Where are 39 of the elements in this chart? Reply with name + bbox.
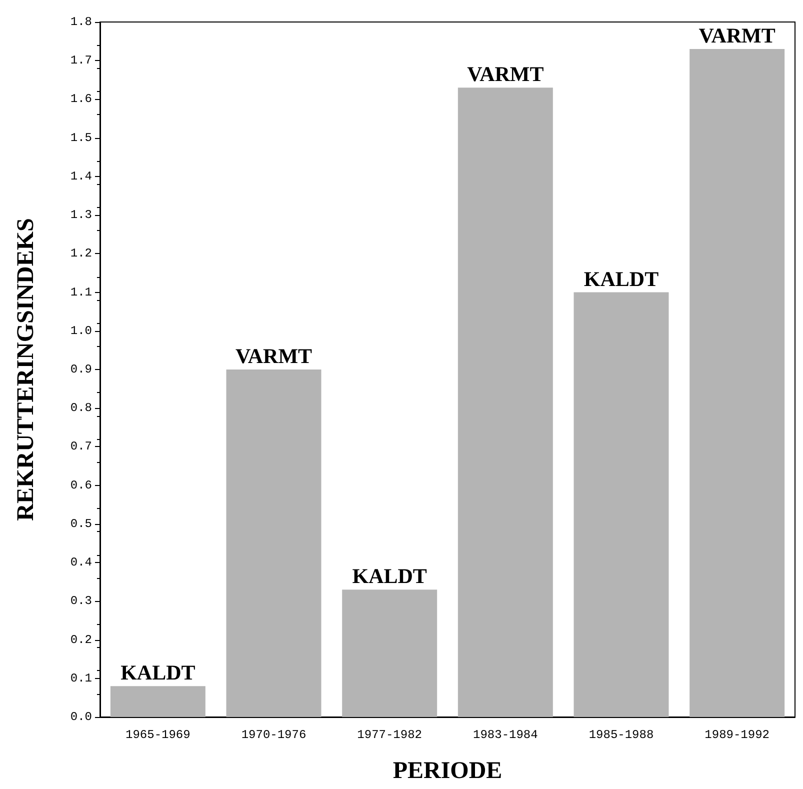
y-tick-label: 1.1 — [70, 285, 92, 300]
y-tick-label: 0.6 — [70, 478, 92, 492]
y-tick-label: 1.5 — [70, 130, 92, 145]
y-tick-label: 1.4 — [70, 169, 92, 184]
x-tick-label: 1989-1992 — [704, 728, 770, 742]
y-tick-label: 1.3 — [70, 208, 92, 222]
annotation: VARMT — [467, 62, 544, 86]
x-tick-label: 1985-1988 — [588, 728, 654, 742]
y-tick-label: 0.8 — [70, 401, 92, 416]
bar — [574, 292, 669, 717]
y-tick-label: 1.2 — [70, 246, 92, 261]
annotation: VARMT — [698, 24, 776, 48]
x-tick-label: 1965-1969 — [126, 728, 190, 742]
bar — [342, 590, 438, 717]
y-tick-label: 0.4 — [70, 556, 92, 570]
annotation: KALDT — [584, 266, 659, 291]
y-axis-title: REKRUTTERINGSINDEKS — [13, 218, 39, 521]
y-tick-label: 0.9 — [70, 362, 92, 376]
x-tick-label: 1983-1984 — [473, 728, 538, 742]
bar — [110, 686, 206, 717]
bar — [226, 370, 322, 717]
y-tick-label: 1.6 — [70, 92, 92, 106]
y-tick-label: 1.0 — [70, 324, 92, 338]
y-tick-label: 0.5 — [70, 516, 92, 531]
x-tick-label: 1977-1982 — [357, 728, 422, 742]
y-tick-label: 0.0 — [70, 710, 92, 724]
bar — [690, 49, 785, 717]
y-tick-label: 1.7 — [70, 54, 92, 68]
annotation: KALDT — [120, 660, 196, 685]
x-tick-label: 1970-1976 — [241, 728, 306, 742]
y-tick-label: 1.8 — [70, 15, 92, 29]
y-tick-label: 0.3 — [70, 594, 92, 608]
y-tick-label: 0.1 — [70, 671, 92, 686]
annotation: VARMT — [235, 344, 312, 368]
bar — [458, 88, 553, 717]
y-tick-label: 0.2 — [70, 632, 92, 647]
x-axis-title: PERIODE — [392, 758, 502, 784]
y-tick-label: 0.7 — [70, 440, 92, 454]
annotation: KALDT — [352, 564, 427, 588]
